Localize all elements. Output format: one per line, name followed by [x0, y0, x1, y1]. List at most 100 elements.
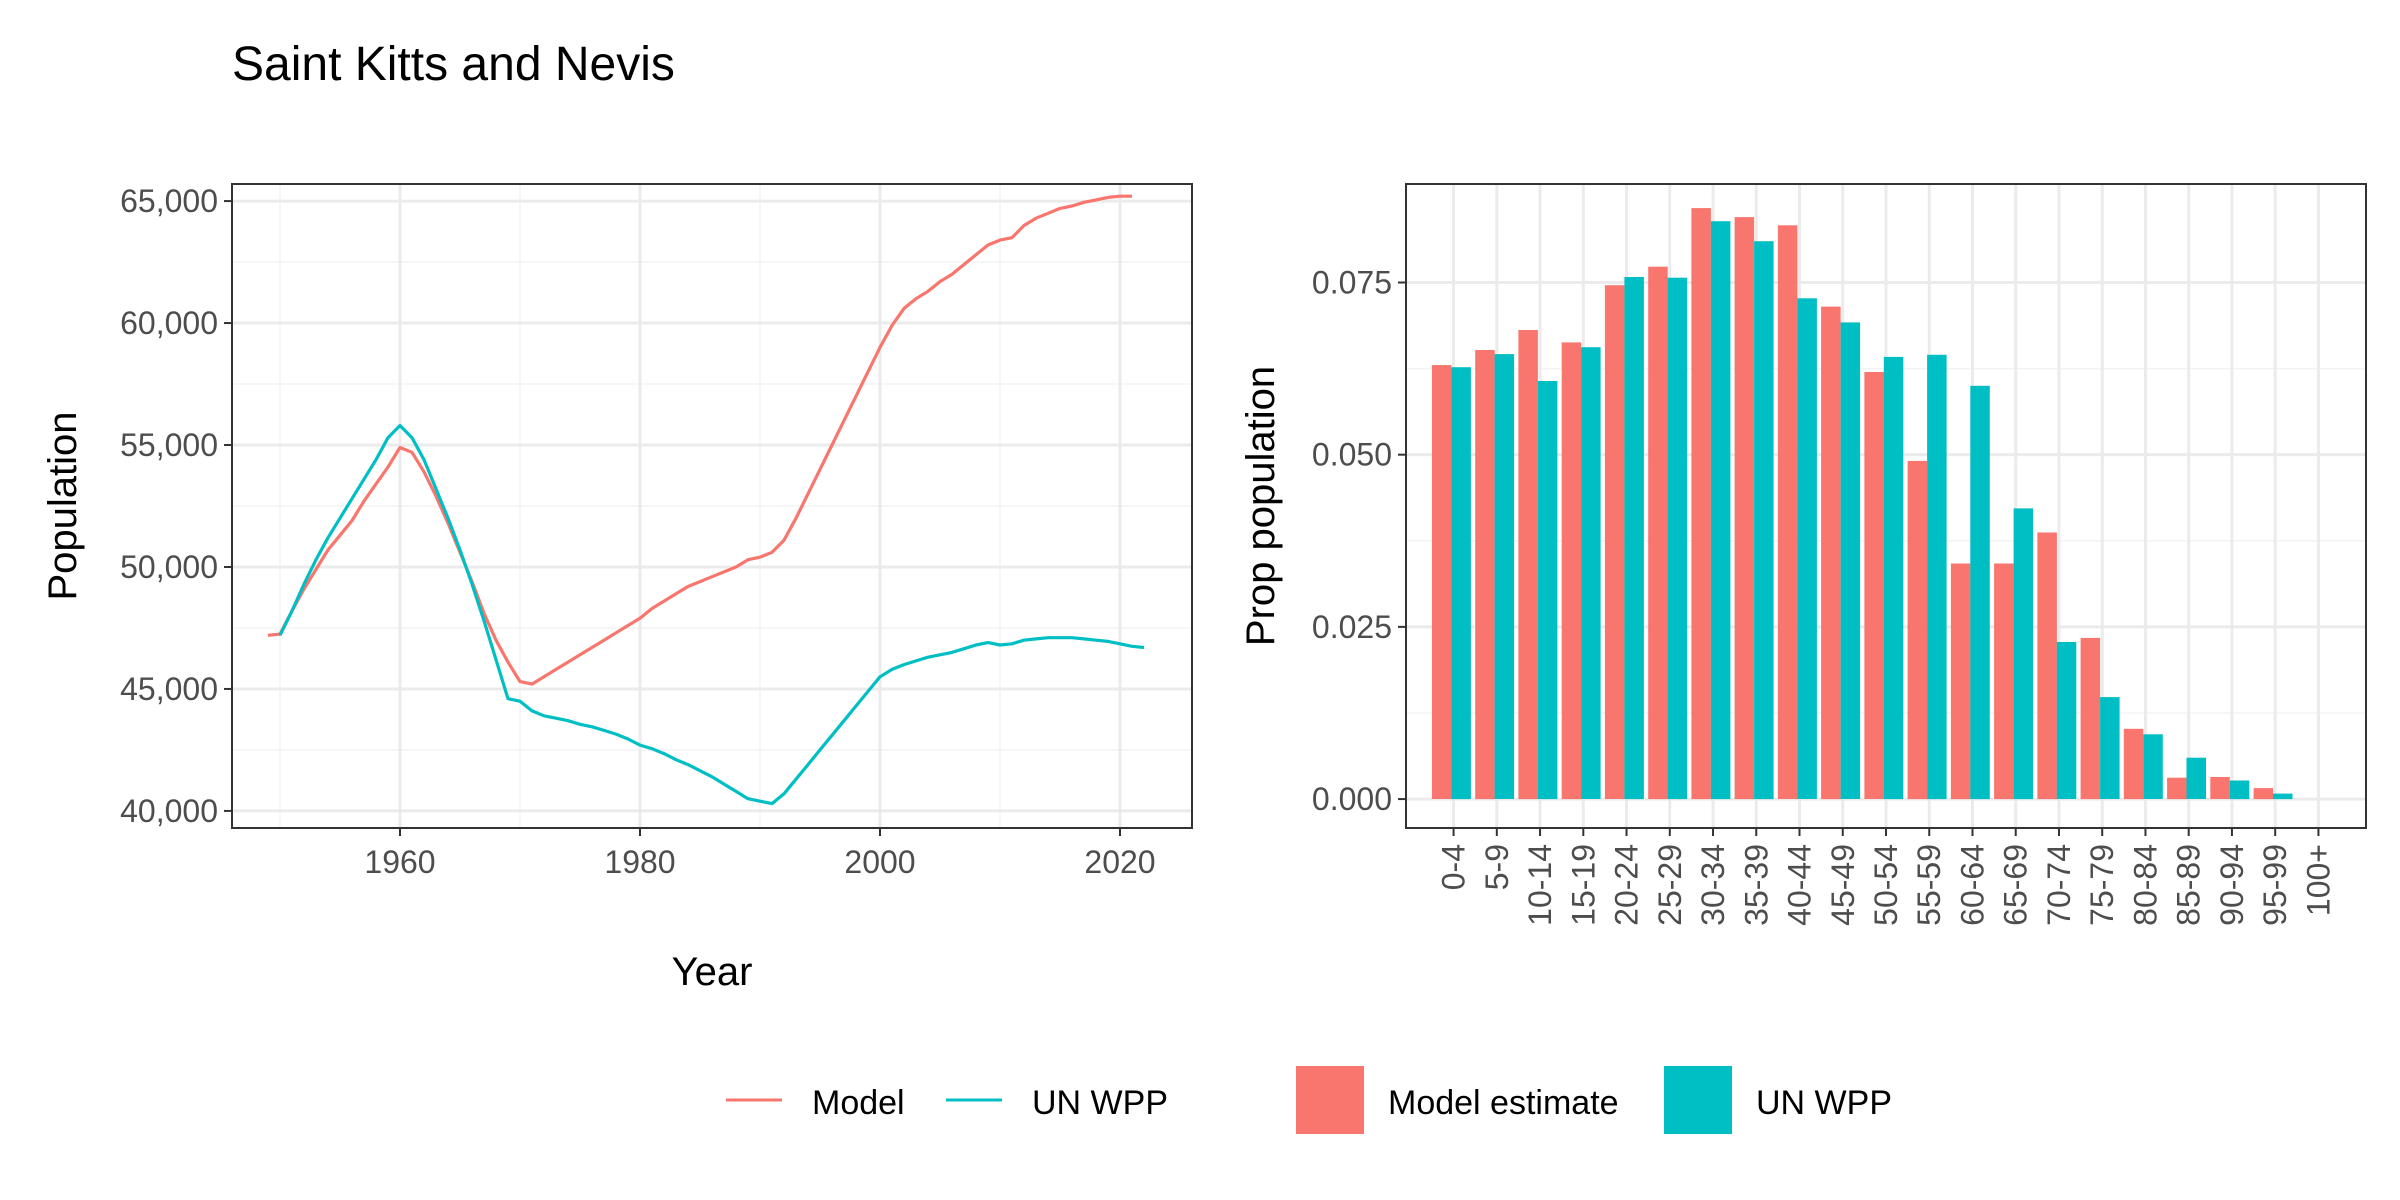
bar-x-tick-label: 0-4 [1436, 844, 1472, 890]
line-y-axis-label: Population [41, 411, 85, 600]
bar-model-estimate [2210, 777, 2230, 799]
bar-un-wpp [2100, 697, 2120, 799]
bar-model-estimate [1907, 460, 1928, 800]
legend-line-model-label: Model [812, 1084, 905, 1122]
legend-bar-model-key [1296, 1066, 1364, 1134]
bar-x-tick-label: 45-49 [1825, 844, 1861, 926]
line-grid [232, 184, 1192, 828]
legend-lines: Model UN WPP [726, 1084, 1168, 1122]
line-y-tick-label: 55,000 [120, 427, 218, 463]
line-x-tick-label: 2000 [844, 844, 915, 880]
bar-un-wpp [1710, 221, 1731, 800]
line-y-tick-label: 60,000 [120, 305, 218, 341]
bar-model-estimate [2037, 532, 2057, 800]
bar-model-estimate [1518, 330, 1538, 800]
bar-un-wpp [2143, 734, 2163, 799]
bar-un-wpp [1927, 354, 1947, 800]
bar-model-estimate [2080, 637, 2101, 800]
bar-un-wpp [2186, 757, 2206, 799]
bar-un-wpp [1624, 277, 1644, 800]
bar-model-estimate [1821, 306, 1841, 800]
line-series-model [267, 194, 1132, 686]
bar-y-tick-label: 0.000 [1312, 781, 1392, 817]
bar-x-tick-label: 95-99 [2257, 844, 2293, 926]
bar-chart: 0.000 0.025 0.050 0.075 0-4 5-9 10-14 15-19 20-… [1239, 183, 2367, 926]
bar-x-tick-label: 90-94 [2214, 844, 2250, 926]
legend-bars: Model estimate UN WPP [1296, 1066, 1892, 1134]
bar-un-wpp [1581, 347, 1601, 799]
legend-bar-un-label: UN WPP [1756, 1084, 1892, 1122]
bar-model-estimate [1950, 563, 1971, 800]
bar-un-wpp [1970, 385, 1990, 800]
legend-line-un-label: UN WPP [1032, 1084, 1168, 1122]
legend-bar-un-key [1664, 1066, 1732, 1134]
line-x-ticks: 1960 1980 2000 2020 [364, 828, 1156, 880]
line-y-tick-label: 45,000 [120, 671, 218, 707]
bar-model-estimate [1864, 372, 1884, 799]
bar-un-wpp [2056, 642, 2077, 799]
bar-y-tick-label: 0.075 [1312, 264, 1392, 300]
bar-x-tick-label: 75-79 [2084, 844, 2120, 926]
line-x-tick-label: 1960 [364, 844, 435, 880]
bar-un-wpp [2013, 508, 2034, 800]
line-y-ticks: 40,000 45,000 50,000 55,000 60,000 65,000 [120, 183, 232, 829]
bar-model-estimate [1561, 342, 1582, 800]
bar-y-axis-label: Prop population [1239, 366, 1283, 646]
line-chart: 40,000 45,000 50,000 55,000 60,000 65,000 196… [41, 183, 1193, 994]
bar-model-estimate [1734, 217, 1755, 800]
bar-model-estimate [1648, 266, 1668, 800]
bar-un-wpp [1840, 322, 1861, 799]
bar-un-wpp [1667, 277, 1688, 800]
bar-x-tick-label: 20-24 [1609, 844, 1645, 926]
bar-un-wpp [1883, 356, 1904, 800]
line-y-tick-label: 50,000 [120, 549, 218, 585]
bar-model-estimate [1994, 563, 2014, 800]
bar-un-wpp [1537, 381, 1558, 800]
chart-title: Saint Kitts and Nevis [232, 38, 675, 91]
bar-x-tick-label: 65-69 [1998, 844, 2034, 926]
bar-x-tick-label: 25-29 [1652, 844, 1688, 926]
bar-x-tick-label: 15-19 [1565, 844, 1601, 926]
bar-x-tick-label: 35-39 [1738, 844, 1774, 926]
legend-bar-model-label: Model estimate [1388, 1084, 1619, 1122]
line-panel-border [231, 183, 1193, 829]
bar-y-tick-label: 0.050 [1312, 437, 1392, 473]
bar-y-tick-label: 0.025 [1312, 609, 1392, 645]
bar-x-tick-label: 70-74 [2041, 844, 2077, 926]
bar-x-tick-label: 60-64 [1955, 844, 1991, 926]
line-series [267, 194, 1145, 806]
bar-un-wpp [2273, 793, 2293, 800]
line-y-tick-label: 65,000 [120, 183, 218, 219]
line-x-tick-label: 1980 [604, 844, 675, 880]
bar-x-tick-label: 50-54 [1868, 844, 1904, 926]
bar-un-wpp [1451, 367, 1471, 800]
bar-x-tick-label: 30-34 [1695, 844, 1731, 926]
bar-x-tick-label: 55-59 [1911, 844, 1947, 926]
bar-un-wpp [2229, 780, 2250, 800]
bar-model-estimate [1604, 285, 1625, 799]
line-series-un-wpp [278, 423, 1145, 806]
bar-model-estimate [2253, 788, 2274, 800]
bar-x-tick-label: 100+ [2300, 844, 2336, 916]
line-x-tick-label: 2020 [1084, 844, 1155, 880]
bar-series [1431, 208, 2293, 800]
bar-model-estimate [1475, 350, 1495, 800]
bar-x-tick-label: 80-84 [2128, 844, 2164, 926]
bar-x-ticks: 0-4 5-9 10-14 15-19 20-24 25-29 30-34 35-39 40-4… [1436, 828, 2336, 926]
bar-un-wpp [1494, 354, 1515, 799]
bar-x-tick-label: 5-9 [1479, 844, 1515, 890]
bar-model-estimate [1431, 365, 1452, 799]
bar-un-wpp [1754, 241, 1774, 800]
bar-x-tick-label: 40-44 [1782, 844, 1818, 926]
line-y-tick-label: 40,000 [120, 793, 218, 829]
bar-model-estimate [1777, 225, 1798, 800]
bar-y-ticks: 0.000 0.025 0.050 0.075 [1312, 264, 1406, 817]
bar-model-estimate [2123, 728, 2144, 800]
bar-x-tick-label: 85-89 [2171, 844, 2207, 926]
bar-model-estimate [2167, 777, 2187, 800]
line-x-axis-label: Year [672, 950, 753, 994]
bar-un-wpp [1797, 298, 1817, 799]
bar-x-tick-label: 10-14 [1522, 844, 1558, 926]
bar-model-estimate [1691, 208, 1711, 800]
